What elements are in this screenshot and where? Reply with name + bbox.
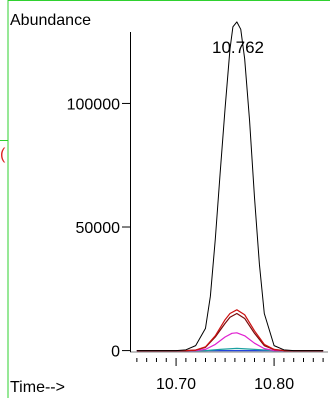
y-axis-label: Abundance (10, 12, 91, 29)
trace-line-4 (136, 332, 324, 352)
x-tick-label: 10.70 (156, 376, 196, 393)
y-tick-label: 100000 (67, 96, 120, 113)
trace-line-1 (136, 21, 324, 352)
traces (136, 21, 324, 352)
y-tick-label: 0 (111, 344, 120, 361)
y-tick-label: 50000 (76, 220, 121, 237)
y-ticks: 0 50000 100000 (67, 96, 130, 361)
trace-line-3 (136, 312, 324, 352)
peak-label: 10.762 (212, 38, 264, 57)
edge-mark: ( (0, 146, 6, 163)
x-axis-label: Time--> (10, 379, 65, 396)
trace-line-2 (136, 309, 324, 352)
x-tick-label: 10.80 (254, 376, 294, 393)
x-ticks: 10.70 10.80 (136, 358, 324, 393)
